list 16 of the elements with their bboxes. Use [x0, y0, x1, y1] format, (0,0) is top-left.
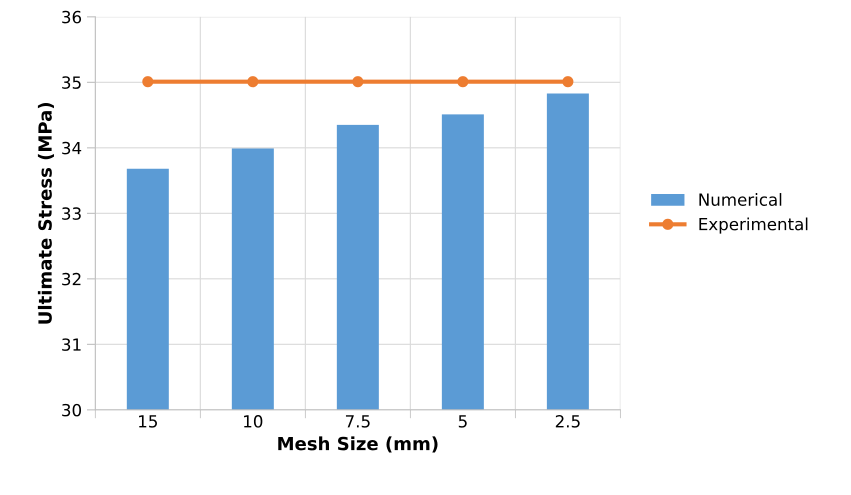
legend-label: Numerical [699, 193, 782, 206]
y-tick-label: 34 [62, 142, 82, 154]
y-axis-title: Ultimate Stress (MPa) [38, 102, 54, 324]
y-tick-label: 36 [62, 10, 82, 24]
y-tick-label: 35 [62, 76, 81, 89]
x-tick-label: 15 [139, 415, 157, 428]
x-tick-label: 5 [458, 415, 467, 428]
x-tick-label: 10 [244, 415, 262, 428]
legend-label: Experimental [699, 218, 808, 234]
x-axis-title: Mesh Size (mm) [278, 436, 438, 453]
x-tick-label: 2.5 [556, 415, 580, 428]
y-tick-label: 30 [62, 404, 82, 416]
y-tick-label: 33 [62, 207, 81, 220]
y-tick-label: 31 [62, 338, 81, 351]
x-tick-label: 7.5 [346, 415, 370, 428]
y-tick-label: 32 [62, 272, 80, 286]
